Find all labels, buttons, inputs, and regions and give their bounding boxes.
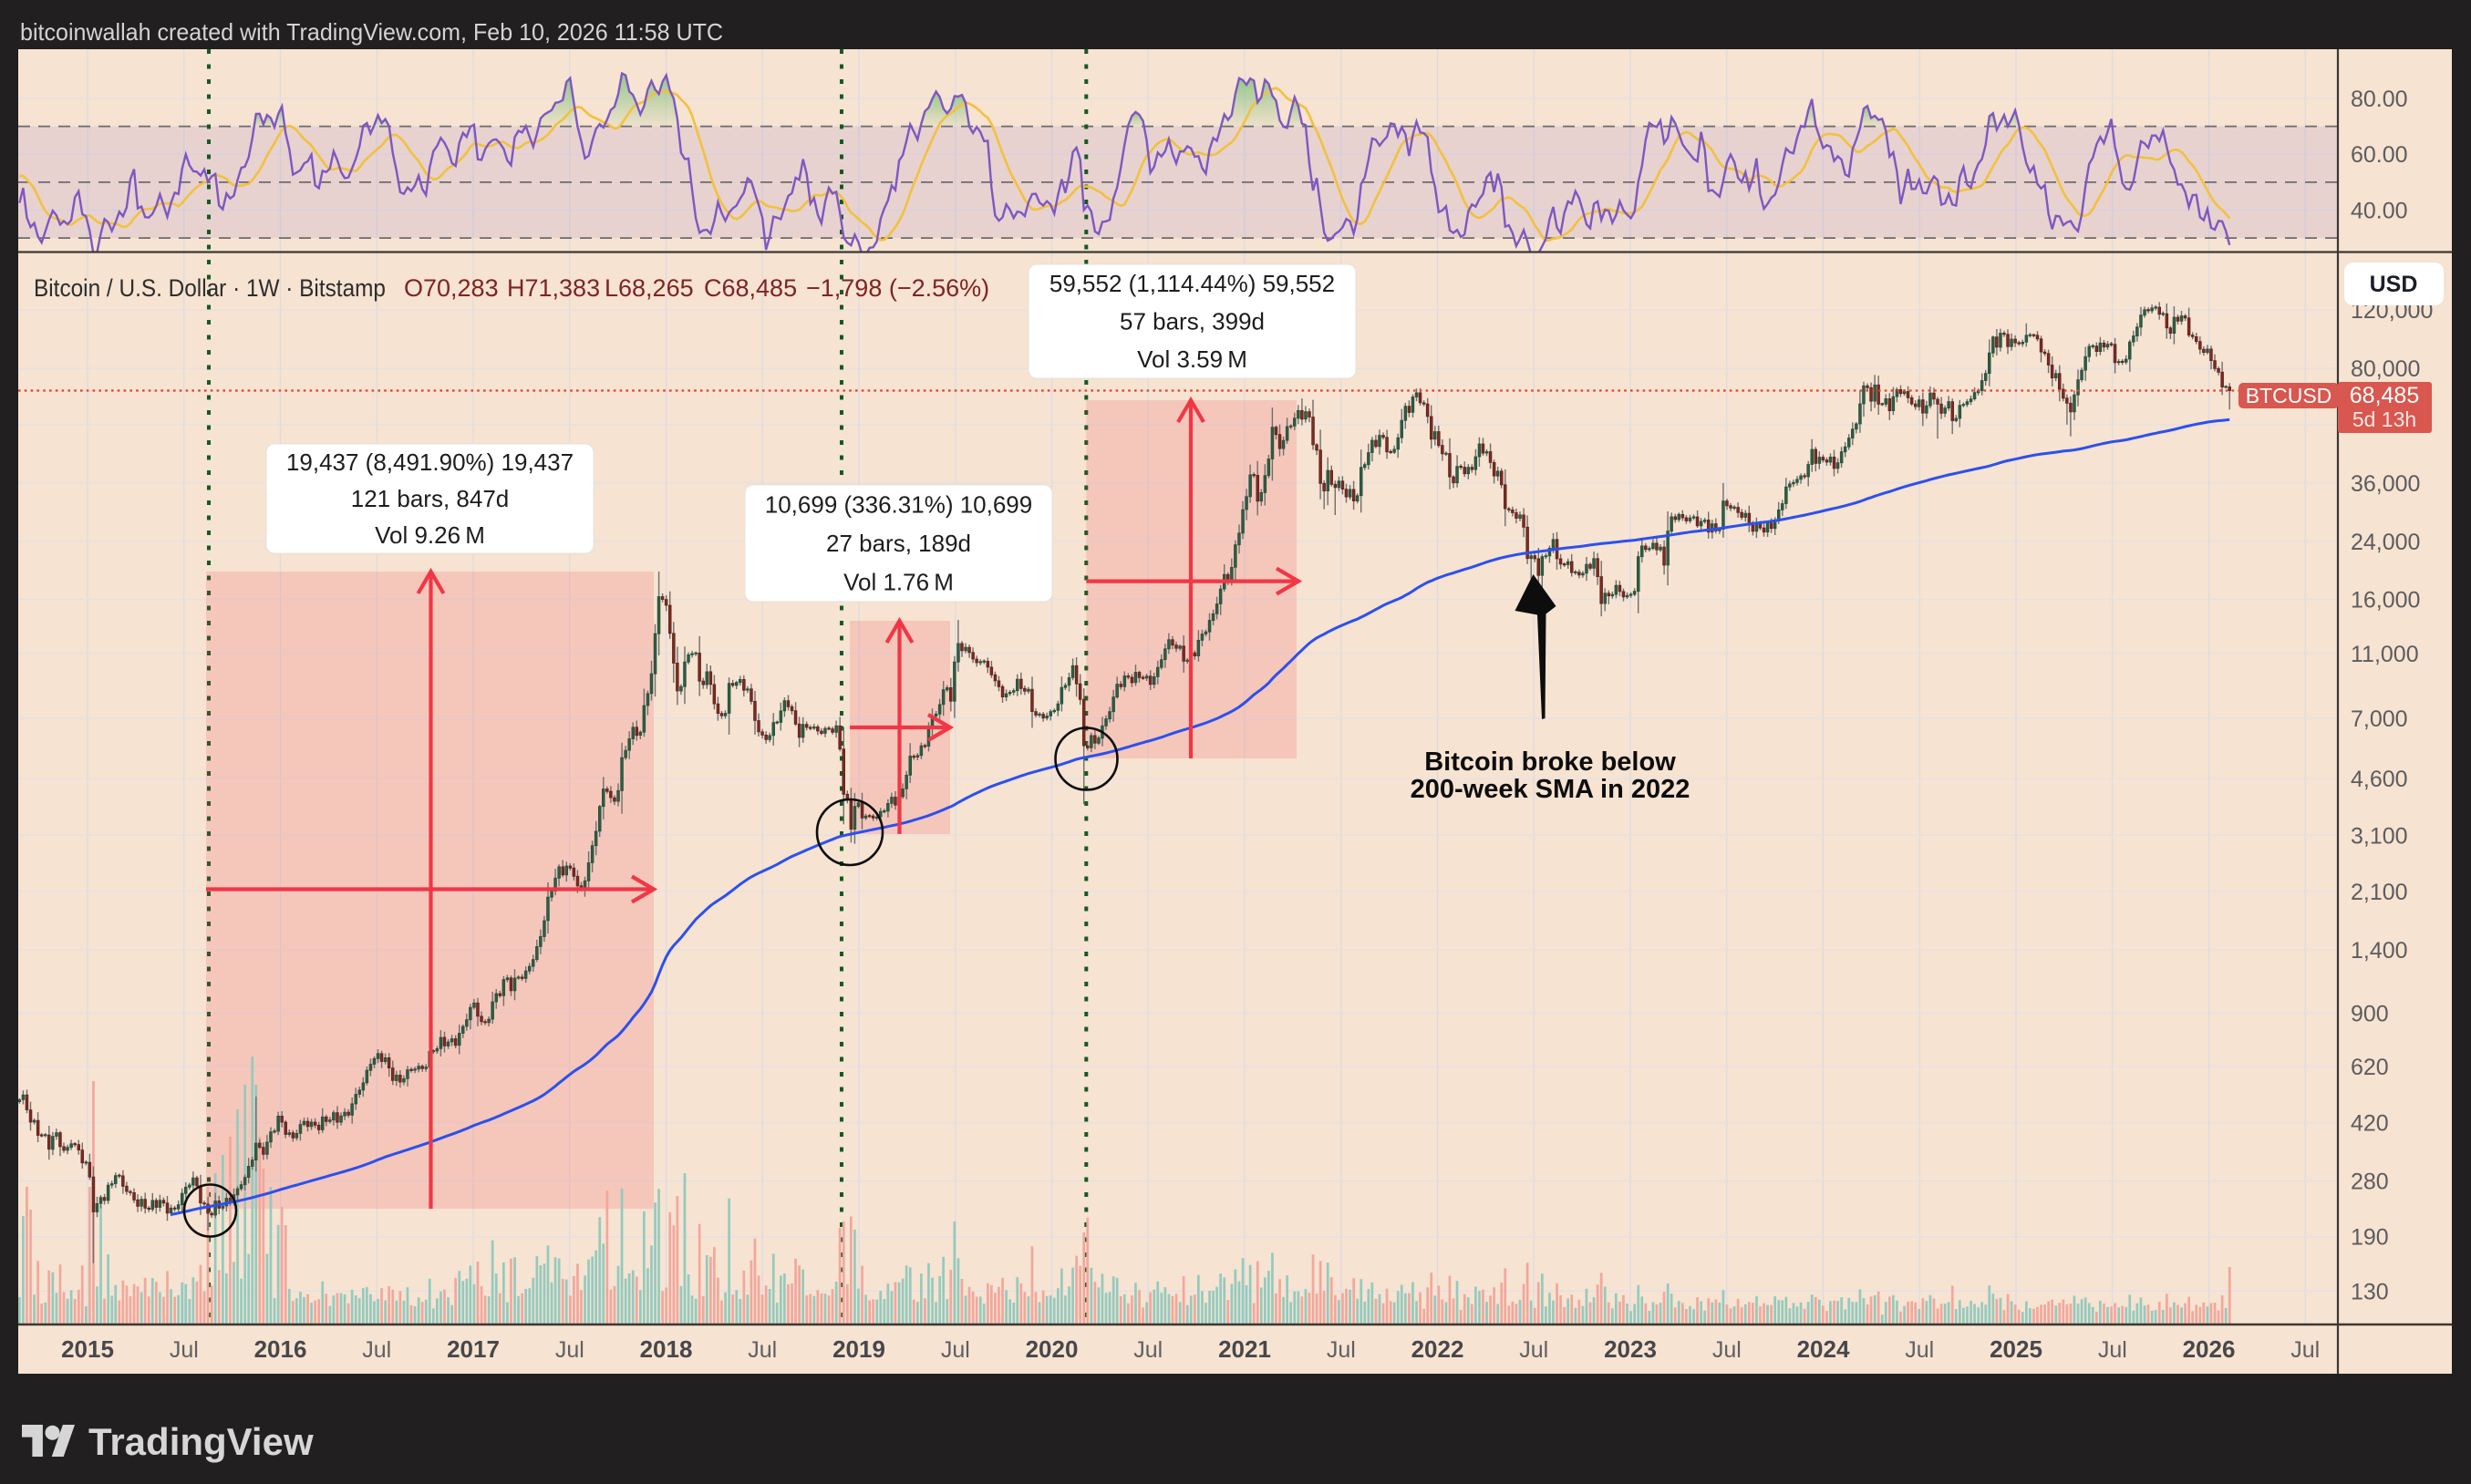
svg-text:H71,383: H71,383 — [507, 274, 600, 302]
svg-text:280: 280 — [2351, 1170, 2389, 1195]
svg-text:Jul: Jul — [1519, 1337, 1548, 1363]
svg-text:Jul: Jul — [941, 1337, 970, 1363]
svg-text:121 bars, 847d: 121 bars, 847d — [351, 485, 509, 512]
svg-text:Jul: Jul — [748, 1337, 777, 1363]
svg-text:10,699 (336.31%) 10,699: 10,699 (336.31%) 10,699 — [765, 490, 1032, 518]
svg-text:TradingView: TradingView — [88, 1420, 314, 1463]
svg-text:Vol 3.59 M: Vol 3.59 M — [1137, 345, 1247, 373]
svg-text:40.00: 40.00 — [2351, 199, 2408, 224]
svg-text:57 bars, 399d: 57 bars, 399d — [1120, 308, 1265, 335]
svg-text:200-week SMA in 2022: 200-week SMA in 2022 — [1411, 775, 1690, 804]
svg-text:BTCUSD: BTCUSD — [2246, 384, 2332, 407]
svg-text:4,600: 4,600 — [2351, 767, 2408, 792]
svg-text:Jul: Jul — [2098, 1337, 2127, 1363]
svg-text:130: 130 — [2351, 1279, 2389, 1304]
svg-text:620: 620 — [2351, 1055, 2389, 1080]
svg-text:80.00: 80.00 — [2351, 87, 2408, 112]
svg-text:2024: 2024 — [1797, 1335, 1850, 1363]
svg-text:2026: 2026 — [2183, 1335, 2236, 1363]
svg-text:2,100: 2,100 — [2351, 880, 2408, 905]
svg-text:Bitcoin / U.S. Dollar · 1W · B: Bitcoin / U.S. Dollar · 1W · Bitstamp — [34, 274, 386, 302]
svg-text:80,000: 80,000 — [2351, 356, 2420, 382]
svg-text:900: 900 — [2351, 1001, 2389, 1026]
svg-text:C68,485: C68,485 — [704, 274, 797, 302]
svg-text:7,000: 7,000 — [2351, 706, 2408, 732]
svg-text:Jul: Jul — [555, 1337, 584, 1363]
svg-text:bitcoinwallah created with Tra: bitcoinwallah created with TradingView.c… — [20, 18, 723, 46]
svg-text:36,000: 36,000 — [2351, 471, 2420, 497]
svg-text:Jul: Jul — [2290, 1337, 2320, 1363]
svg-text:420: 420 — [2351, 1111, 2389, 1137]
svg-text:O70,283: O70,283 — [404, 274, 499, 302]
svg-text:Jul: Jul — [170, 1337, 199, 1363]
svg-text:Jul: Jul — [1133, 1337, 1163, 1363]
svg-text:USD: USD — [2370, 272, 2418, 297]
svg-text:Jul: Jul — [1327, 1337, 1356, 1363]
svg-text:11,000: 11,000 — [2351, 642, 2419, 667]
svg-text:−1,798 (−2.56%): −1,798 (−2.56%) — [806, 274, 989, 302]
svg-text:59,552 (1,114.44%) 59,552: 59,552 (1,114.44%) 59,552 — [1049, 270, 1335, 297]
svg-text:19,437 (8,491.90%) 19,437: 19,437 (8,491.90%) 19,437 — [286, 448, 574, 476]
svg-text:Jul: Jul — [362, 1337, 391, 1363]
svg-text:2022: 2022 — [1411, 1335, 1464, 1363]
svg-text:2020: 2020 — [1026, 1335, 1079, 1363]
svg-text:16,000: 16,000 — [2351, 588, 2420, 613]
svg-text:2018: 2018 — [640, 1335, 693, 1363]
svg-text:2023: 2023 — [1604, 1335, 1657, 1363]
svg-text:2019: 2019 — [832, 1335, 885, 1363]
svg-text:68,485: 68,485 — [2350, 383, 2419, 408]
svg-text:2021: 2021 — [1218, 1335, 1271, 1363]
svg-text:Jul: Jul — [1712, 1337, 1742, 1363]
svg-text:2015: 2015 — [61, 1335, 114, 1363]
svg-text:2016: 2016 — [254, 1335, 307, 1363]
svg-text:Jul: Jul — [1905, 1337, 1934, 1363]
svg-text:27 bars, 189d: 27 bars, 189d — [826, 530, 971, 557]
svg-text:24,000: 24,000 — [2351, 530, 2420, 555]
svg-text:2017: 2017 — [447, 1335, 500, 1363]
svg-text:Vol 1.76 M: Vol 1.76 M — [843, 569, 954, 596]
svg-text:L68,265: L68,265 — [605, 274, 694, 302]
svg-text:60.00: 60.00 — [2351, 142, 2408, 168]
svg-text:5d 13h: 5d 13h — [2352, 407, 2416, 431]
svg-text:2025: 2025 — [1990, 1335, 2042, 1363]
svg-text:190: 190 — [2351, 1225, 2389, 1251]
svg-text:3,100: 3,100 — [2351, 823, 2408, 849]
svg-text:1,400: 1,400 — [2351, 938, 2408, 964]
svg-text:Bitcoin broke below: Bitcoin broke below — [1424, 747, 1676, 777]
svg-text:Vol 9.26 M: Vol 9.26 M — [375, 521, 485, 549]
